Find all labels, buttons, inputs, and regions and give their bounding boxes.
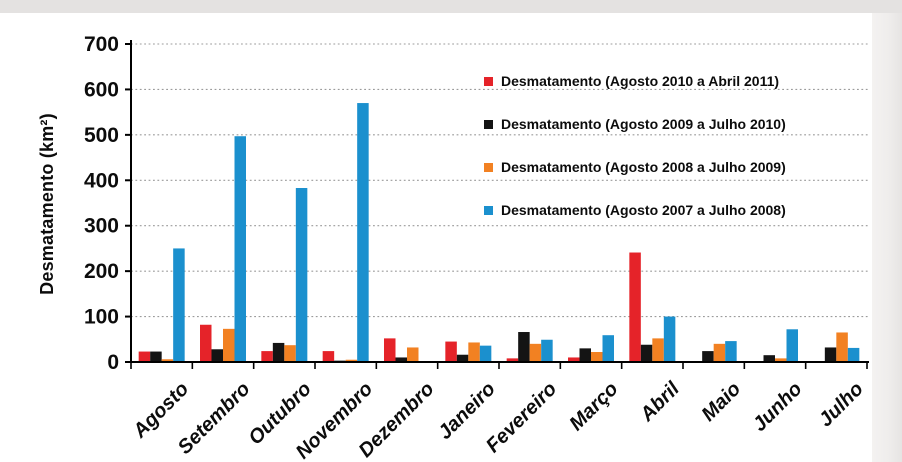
bar-outubro-s3 <box>295 188 308 362</box>
x-category-label: Abril <box>635 378 684 427</box>
chart-legend: Desmatamento (Agosto 2010 a Abril 2011) … <box>484 72 786 244</box>
bar-dezembro-s0 <box>384 338 396 362</box>
page-right-strip <box>872 13 902 462</box>
bar-maio-s1 <box>702 351 714 362</box>
x-category-label: Maio <box>697 378 745 426</box>
bar-novembro-s3 <box>357 103 369 362</box>
x-category-label: Julho <box>815 378 868 431</box>
bar-maio-s2 <box>713 343 726 362</box>
bar-março-s1 <box>579 348 591 362</box>
legend-swatch-icon <box>484 76 493 86</box>
bar-setembro-s3 <box>234 136 246 362</box>
y-tick-label: 600 <box>84 78 119 101</box>
bar-abril-s3 <box>663 316 676 362</box>
bar-novembro-s0 <box>322 351 335 362</box>
bar-dezembro-s2 <box>407 347 419 362</box>
chart-canvas <box>0 13 872 462</box>
legend-item: Desmatamento (Agosto 2009 a Julho 2010) <box>484 115 786 133</box>
legend-item-label: Desmatamento (Agosto 2008 a Julho 2009) <box>501 159 786 175</box>
y-tick-label: 400 <box>84 169 119 192</box>
legend-swatch-icon <box>484 119 493 129</box>
bar-janeiro-s2 <box>468 342 480 362</box>
bar-maio-s3 <box>725 341 737 362</box>
legend-item: Desmatamento (Agosto 2007 a Julho 2008) <box>484 201 786 219</box>
legend-swatch-icon <box>484 205 493 215</box>
bar-junho-s1 <box>763 355 775 362</box>
bar-julho-s2 <box>836 332 848 362</box>
bar-agosto-s2 <box>161 359 174 362</box>
y-tick-label: 100 <box>84 306 119 329</box>
y-tick-label: 0 <box>107 351 119 374</box>
legend-item: Desmatamento (Agosto 2008 a Julho 2009) <box>484 158 786 176</box>
bar-fevereiro-s3 <box>541 339 553 362</box>
bar-abril-s0 <box>629 252 641 362</box>
y-axis-title: Desmatamento (km²) <box>37 113 57 295</box>
bar-janeiro-s1 <box>456 354 469 362</box>
x-category-label: Junho <box>749 378 807 436</box>
bar-janeiro-s0 <box>445 341 457 362</box>
bar-fevereiro-s1 <box>518 332 530 362</box>
bar-fevereiro-s0 <box>506 358 519 362</box>
bar-julho-s1 <box>824 347 837 362</box>
bar-agosto-s3 <box>173 248 185 362</box>
bar-outubro-s0 <box>261 351 273 362</box>
bar-junho-s2 <box>775 358 787 362</box>
legend-item: Desmatamento (Agosto 2010 a Abril 2011) <box>484 72 786 90</box>
bar-fevereiro-s2 <box>529 343 542 362</box>
page-top-strip <box>0 0 902 13</box>
legend-item-label: Desmatamento (Agosto 2010 a Abril 2011) <box>501 73 780 89</box>
legend-item-label: Desmatamento (Agosto 2007 a Julho 2008) <box>501 202 786 218</box>
bar-abril-s2 <box>652 338 664 362</box>
bar-outubro-s1 <box>272 342 285 362</box>
legend-item-label: Desmatamento (Agosto 2009 a Julho 2010) <box>501 116 786 132</box>
y-tick-label: 300 <box>84 215 119 238</box>
bar-setembro-s2 <box>223 328 235 362</box>
y-tick-label: 500 <box>84 124 119 147</box>
bar-março-s0 <box>568 357 580 362</box>
bar-novembro-s2 <box>345 359 358 362</box>
x-category-label: Março <box>565 378 622 435</box>
bar-março-s2 <box>591 352 603 362</box>
y-tick-label: 700 <box>84 33 119 56</box>
bar-março-s3 <box>602 335 614 362</box>
y-tick-label: 200 <box>84 260 119 283</box>
bar-outubro-s2 <box>284 345 296 362</box>
bar-agosto-s1 <box>150 351 162 362</box>
bar-abril-s1 <box>640 344 653 362</box>
bar-setembro-s1 <box>211 349 223 362</box>
bar-dezembro-s1 <box>395 357 407 362</box>
bar-setembro-s0 <box>200 324 212 362</box>
bar-julho-s3 <box>847 347 860 362</box>
bar-janeiro-s3 <box>479 345 492 362</box>
bar-agosto-s0 <box>138 351 151 362</box>
legend-swatch-icon <box>484 162 493 172</box>
bar-junho-s3 <box>786 329 798 362</box>
